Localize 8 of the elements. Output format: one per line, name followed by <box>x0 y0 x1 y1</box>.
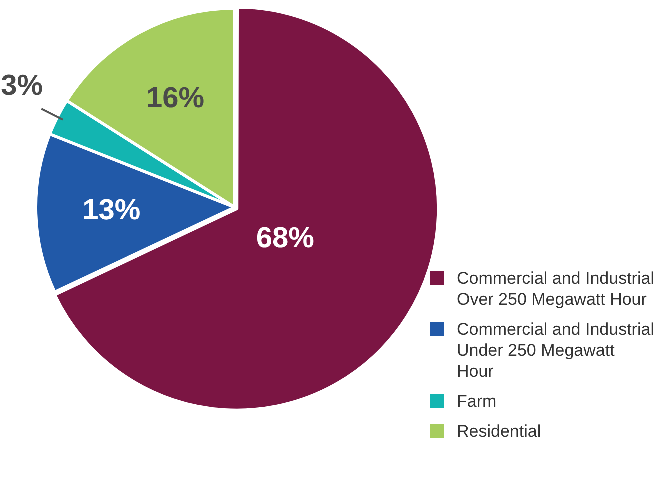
legend-label: Residential <box>457 421 542 442</box>
data-label: 16% <box>146 82 205 114</box>
data-label: 68% <box>256 222 315 254</box>
legend-label: Farm <box>457 391 497 412</box>
legend-label: Commercial and Industrial Under 250 Megawatt Hour <box>457 319 655 382</box>
data-label: 13% <box>82 194 141 226</box>
data-label: 3% <box>1 70 44 102</box>
legend-label: Commercial and Industrial Over 250 Megawatt Hour <box>457 268 655 310</box>
